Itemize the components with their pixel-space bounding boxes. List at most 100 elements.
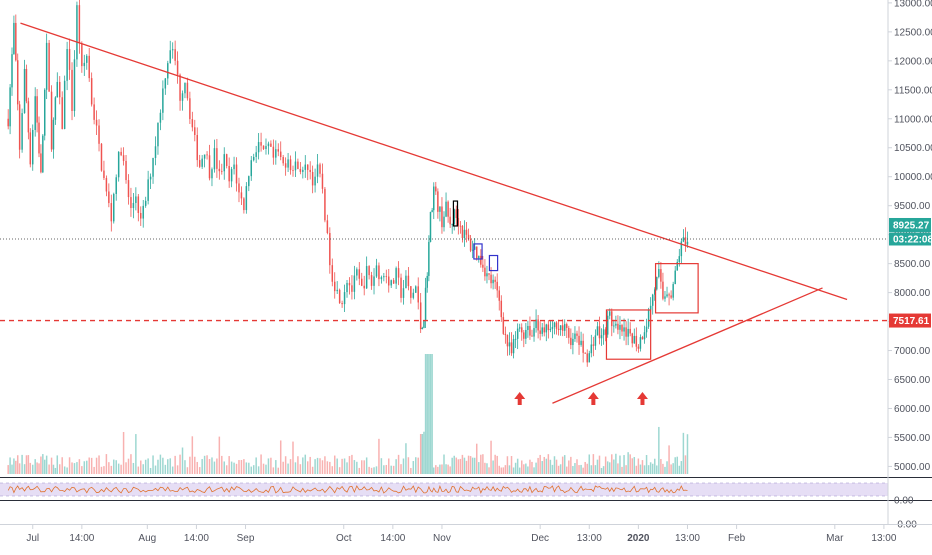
candle-body xyxy=(81,43,83,67)
volume-bar xyxy=(457,459,460,474)
candle-body xyxy=(191,119,194,128)
volume-bar xyxy=(627,452,629,474)
volume-bar xyxy=(358,467,361,474)
candle-body xyxy=(543,327,546,333)
volume-bar xyxy=(115,460,117,474)
volume-bar xyxy=(582,467,584,474)
rsi-pane xyxy=(0,477,932,501)
volume-bar xyxy=(223,461,225,474)
candle-body xyxy=(154,146,157,158)
highlight-box xyxy=(473,243,483,260)
volume-bar xyxy=(125,462,127,474)
volume-pane xyxy=(7,354,689,474)
candle-body xyxy=(208,155,211,179)
candle-body xyxy=(512,339,515,354)
volume-bar xyxy=(490,440,492,474)
candle-body xyxy=(13,22,15,55)
volume-bar xyxy=(73,463,76,474)
price-axis-label: 6000.00 xyxy=(894,404,931,415)
volume-bar xyxy=(63,466,66,474)
volume-bar xyxy=(78,459,81,474)
volume-bar xyxy=(423,431,425,474)
candle-body xyxy=(287,159,289,168)
candle-body xyxy=(455,209,458,219)
volume-bar xyxy=(282,461,284,474)
price-axis-label: 12500.00 xyxy=(894,27,932,38)
volume-bar xyxy=(678,465,681,474)
candle-body xyxy=(606,315,609,335)
volume-bar xyxy=(478,462,480,474)
candle-body xyxy=(18,104,21,150)
volume-bar xyxy=(441,464,443,474)
volume-bar xyxy=(576,459,578,474)
candle-body xyxy=(86,55,88,63)
volume-bar xyxy=(243,459,245,474)
volume-bar xyxy=(395,459,397,474)
candle-body xyxy=(125,160,127,181)
volume-bar xyxy=(506,456,509,474)
candle-body xyxy=(547,324,550,331)
volume-bar xyxy=(81,466,83,474)
volume-bar xyxy=(324,456,326,474)
volume-bar xyxy=(600,467,603,474)
volume-bar xyxy=(194,456,196,474)
volume-bar xyxy=(171,466,174,474)
candle-body xyxy=(541,327,543,334)
volume-bar xyxy=(502,467,505,474)
volume-bar xyxy=(504,465,507,474)
volume-bar xyxy=(142,464,144,474)
volume-bar xyxy=(529,459,531,474)
candle-body xyxy=(402,288,405,298)
volume-bar xyxy=(555,459,558,474)
volume-bar xyxy=(284,456,287,474)
candle-body xyxy=(243,198,245,211)
time-axis-label: 13:00 xyxy=(675,533,700,544)
volume-bar xyxy=(154,465,157,474)
candle-body xyxy=(260,142,262,146)
volume-bar xyxy=(40,456,42,474)
candle-body xyxy=(206,154,208,156)
volume-bar xyxy=(574,463,576,474)
price-axis-label: 10000.00 xyxy=(894,172,932,183)
volume-bar xyxy=(563,455,566,474)
candle-body xyxy=(348,282,351,286)
candle-body xyxy=(216,148,218,169)
candle-body xyxy=(252,156,255,161)
candle-body xyxy=(641,337,644,340)
candle-body xyxy=(578,335,580,345)
volume-bar xyxy=(176,465,179,474)
candle-body xyxy=(429,211,432,242)
volume-bar xyxy=(684,455,687,474)
volume-bar xyxy=(463,457,466,474)
volume-bar xyxy=(469,456,472,474)
volume-bar xyxy=(465,460,468,474)
volume-bar xyxy=(390,465,392,474)
last-price-badge-text: 8925.27 xyxy=(893,220,930,231)
volume-bar xyxy=(248,462,250,474)
price-axis-label: 10500.00 xyxy=(894,143,932,154)
volume-bar xyxy=(629,454,631,474)
volume-bar xyxy=(570,456,572,474)
candle-body xyxy=(115,177,117,194)
candle-body xyxy=(304,164,307,170)
volume-bar xyxy=(397,454,400,474)
candle-body xyxy=(529,325,531,336)
candle-body xyxy=(488,273,490,275)
volume-bar xyxy=(419,434,422,474)
candle-body xyxy=(103,170,105,179)
candle-body xyxy=(405,275,407,289)
volume-bar xyxy=(407,457,410,474)
time-axis-label: Sep xyxy=(237,533,255,544)
time-axis-label: Feb xyxy=(728,533,746,544)
candle-body xyxy=(674,270,676,285)
candle-body xyxy=(496,281,498,291)
candle-body xyxy=(132,202,135,209)
volume-bar xyxy=(631,458,633,474)
candle-body xyxy=(98,125,100,144)
volume-bar xyxy=(113,459,115,474)
volume-bar xyxy=(45,455,48,474)
volume-bar xyxy=(245,462,248,474)
volume-bar xyxy=(643,465,646,474)
